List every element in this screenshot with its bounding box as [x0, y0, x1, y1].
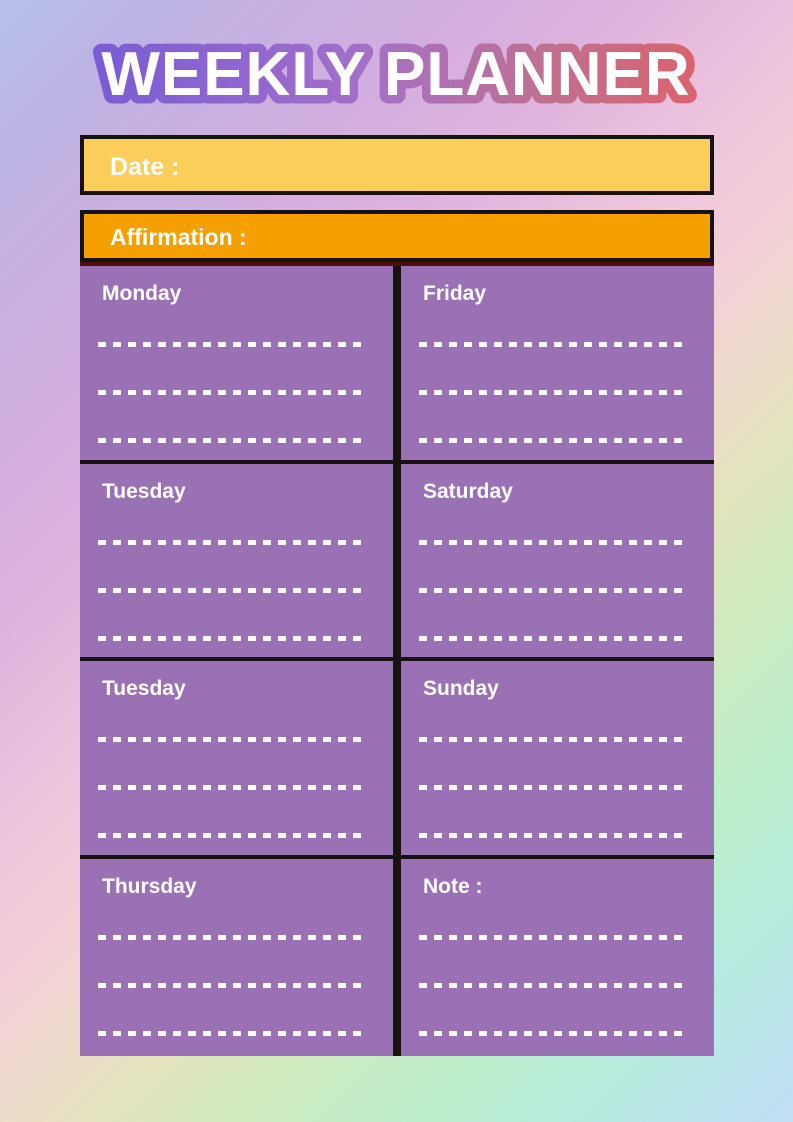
svg-text:WEEKLY PLANNER: WEEKLY PLANNER — [101, 40, 690, 109]
